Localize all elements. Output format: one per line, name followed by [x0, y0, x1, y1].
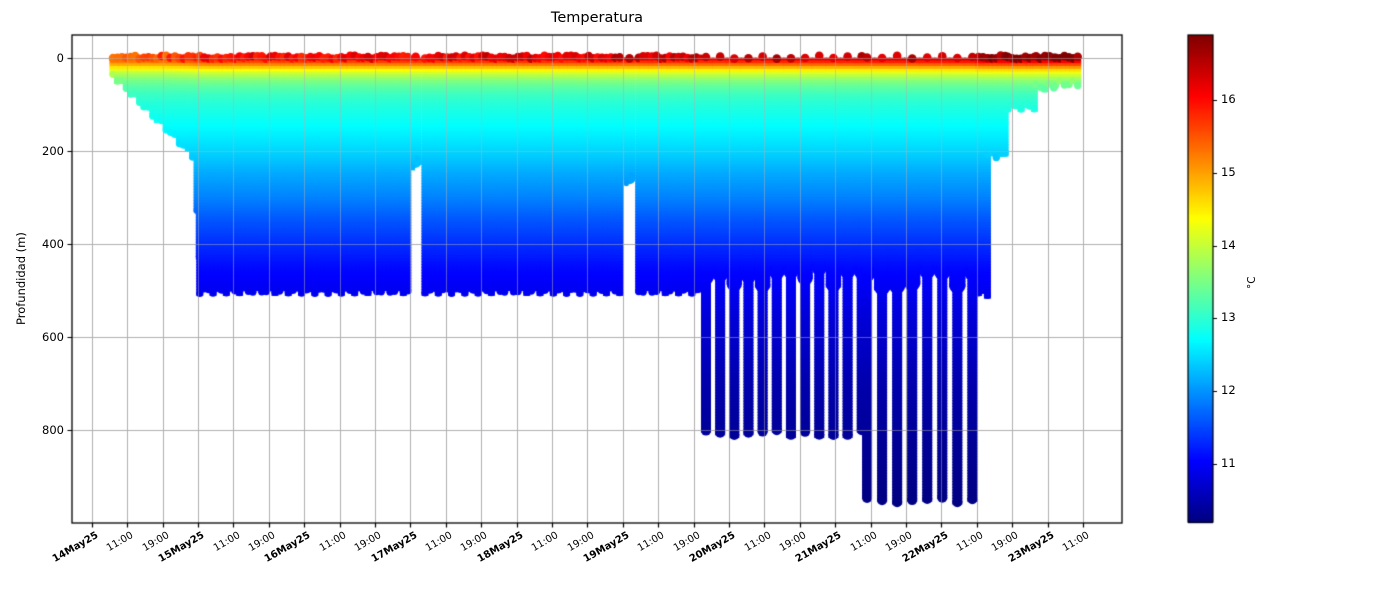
colorbar-tick-label: 11 — [1221, 455, 1236, 470]
colorbar-tick-label: 16 — [1221, 92, 1236, 107]
y-tick-label: 200 — [42, 143, 64, 158]
colorbar-tick-label: 14 — [1221, 237, 1236, 252]
y-tick-label: 400 — [42, 236, 64, 251]
chart-title: Temperatura — [550, 10, 644, 26]
colorbar-tick-label: 12 — [1221, 383, 1236, 398]
colorbar-label: °C — [1246, 275, 1258, 289]
colorbar-tick-label: 15 — [1221, 165, 1236, 180]
y-tick-label: 800 — [42, 422, 64, 437]
y-tick-label: 600 — [42, 329, 64, 344]
colorbar-tick-label: 13 — [1221, 310, 1236, 325]
y-tick-label: 0 — [56, 50, 64, 65]
